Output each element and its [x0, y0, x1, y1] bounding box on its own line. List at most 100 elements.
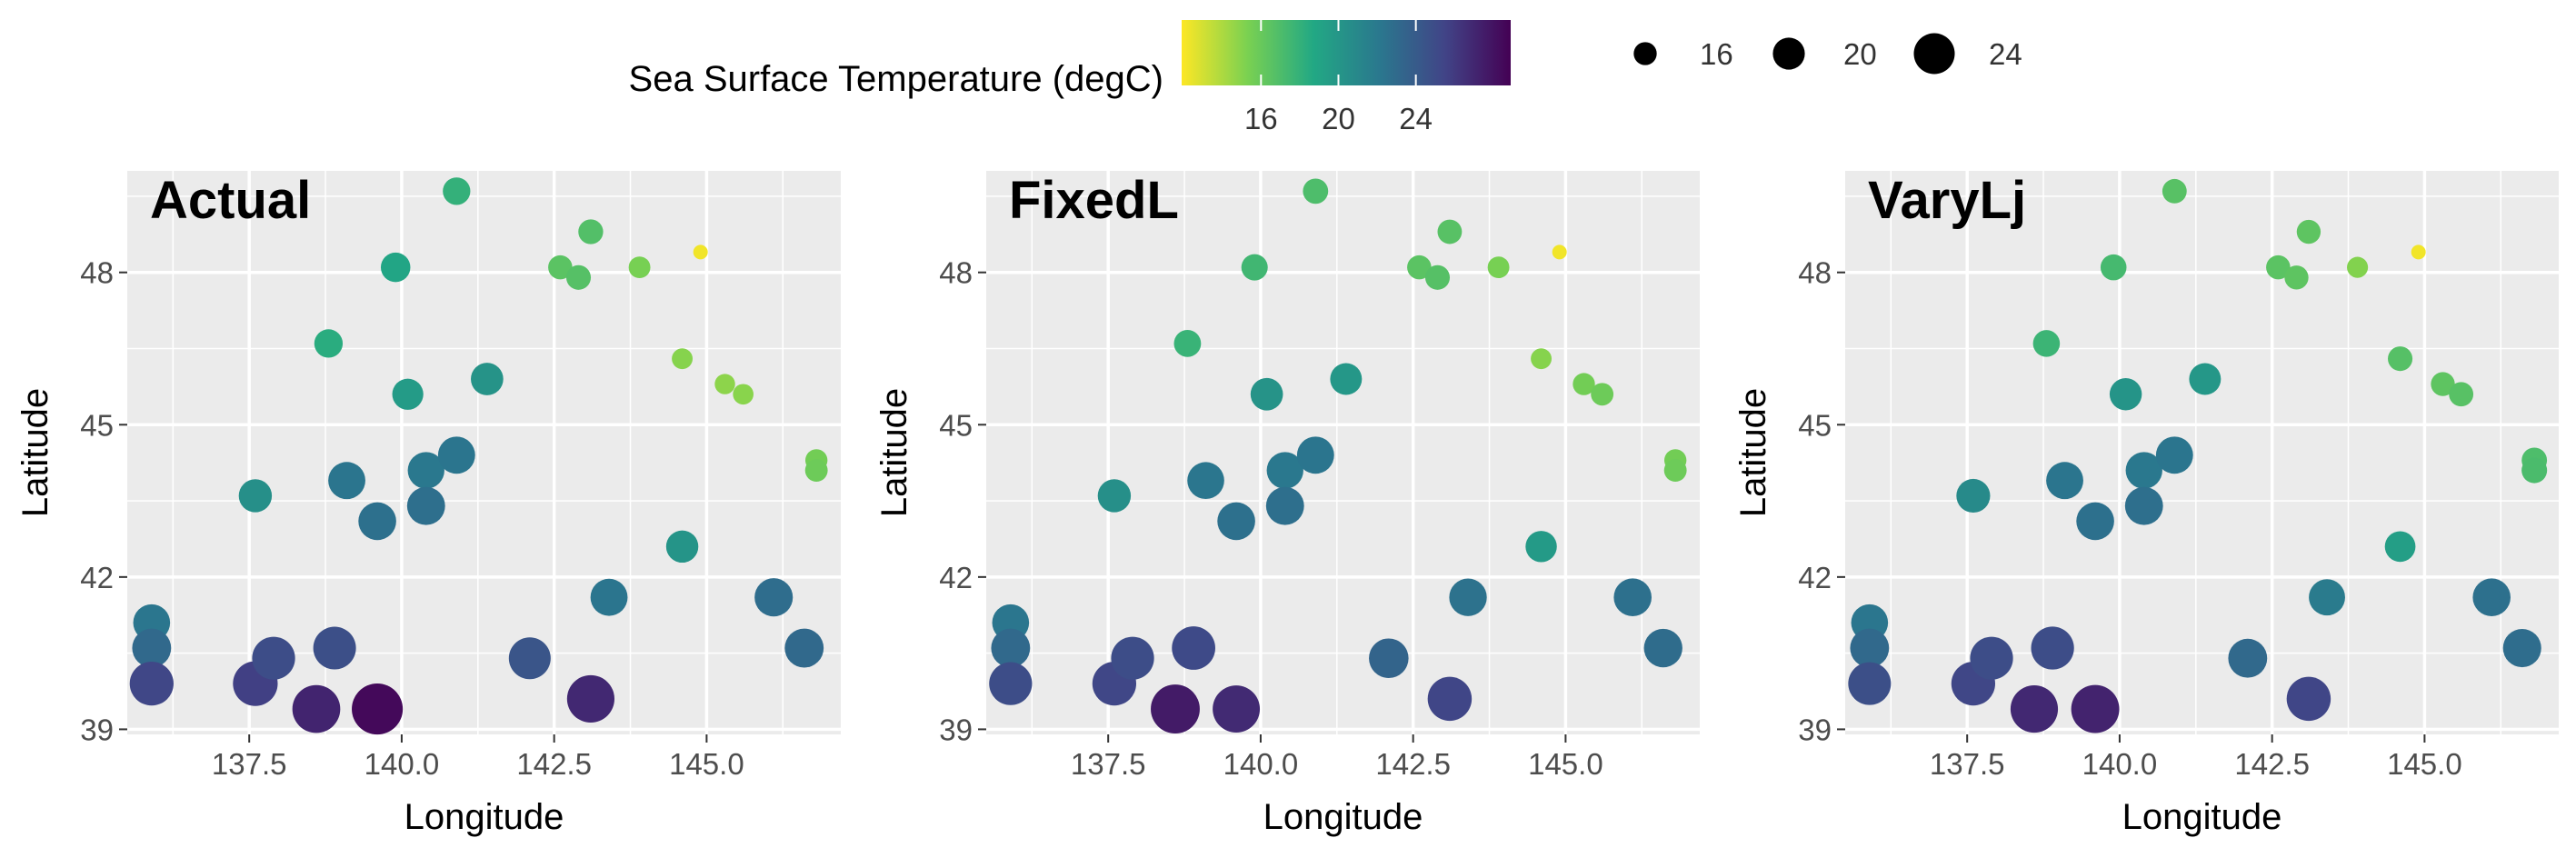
data-point — [2046, 462, 2083, 500]
data-point — [1427, 676, 1473, 722]
data-point — [2124, 486, 2163, 525]
y-tick-label: 48 — [1798, 256, 1832, 290]
data-point — [2100, 254, 2127, 281]
panel-title: FixedL — [1009, 171, 1179, 230]
x-tick-label: 137.5 — [1930, 747, 2005, 781]
size-legend-key — [1633, 42, 1657, 65]
data-point — [2449, 382, 2474, 407]
data-point — [566, 674, 614, 723]
data-point — [1613, 578, 1652, 616]
data-point — [804, 459, 828, 482]
y-tick-label: 45 — [1798, 408, 1832, 442]
data-point — [407, 452, 444, 489]
data-point — [2284, 265, 2309, 290]
data-point — [2286, 676, 2331, 722]
x-tick-label: 142.5 — [1375, 747, 1451, 781]
data-point — [2031, 626, 2074, 670]
panel-title: Actual — [150, 171, 311, 230]
data-point — [1525, 531, 1557, 563]
data-point — [1330, 363, 1363, 395]
y-tick-label: 45 — [80, 408, 114, 442]
data-point — [292, 684, 341, 733]
data-point — [132, 628, 172, 668]
data-point — [754, 578, 794, 617]
data-point — [1172, 626, 1215, 670]
size-legend-label: 20 — [1843, 37, 1877, 71]
data-point — [693, 244, 708, 260]
data-point — [2109, 378, 2142, 411]
x-tick-label: 140.0 — [2082, 747, 2158, 781]
data-point — [2162, 178, 2187, 204]
y-axis-title: Latitude — [1733, 388, 1773, 517]
data-point — [1407, 254, 1432, 280]
data-point — [2296, 219, 2321, 244]
data-point — [1531, 348, 1552, 370]
data-point — [578, 219, 604, 244]
colorbar-tick-label: 16 — [1244, 102, 1278, 135]
x-tick-label: 137.5 — [1071, 747, 1146, 781]
x-tick-label: 140.0 — [1223, 747, 1299, 781]
data-point — [733, 384, 754, 405]
panel-background — [127, 171, 841, 734]
data-point — [548, 254, 573, 280]
x-axis-title: Longitude — [1263, 797, 1423, 837]
data-point — [1173, 330, 1202, 357]
data-point — [1552, 244, 1567, 260]
data-point — [665, 530, 699, 564]
data-point — [1437, 219, 1463, 244]
data-point — [1850, 628, 1890, 668]
y-tick-label: 45 — [939, 408, 973, 442]
y-axis-title: Latitude — [874, 388, 914, 517]
data-point — [1303, 178, 1329, 205]
panel-fixedl: 137.5 140.0 142.5 145.0 39 42 45 48 Longitude Lat… — [874, 171, 1700, 837]
data-point — [2472, 578, 2511, 616]
data-point — [1241, 254, 1268, 281]
y-axis-title: Latitude — [15, 388, 55, 517]
data-point — [1970, 636, 2013, 680]
data-point — [1097, 479, 1132, 513]
data-point — [238, 479, 273, 513]
data-point — [2189, 363, 2222, 395]
y-tick-label: 42 — [939, 561, 973, 594]
data-point — [989, 662, 1033, 705]
data-point — [2125, 452, 2162, 489]
panel-background — [986, 171, 1700, 734]
data-point — [352, 683, 404, 735]
data-point — [2431, 372, 2455, 396]
y-tick-label: 48 — [939, 256, 973, 290]
size-legend: 16 20 24 — [1633, 33, 2022, 75]
data-point — [714, 374, 735, 394]
y-tick-label: 48 — [80, 256, 114, 290]
y-tick-label: 39 — [1798, 713, 1832, 746]
x-tick-label: 142.5 — [2234, 747, 2310, 781]
data-point — [2032, 330, 2061, 357]
data-point — [437, 436, 475, 474]
data-point — [2347, 256, 2369, 278]
x-tick-label: 140.0 — [364, 747, 440, 781]
y-tick-label: 42 — [80, 561, 114, 594]
data-point — [380, 252, 411, 283]
data-point — [628, 256, 651, 279]
data-point — [1250, 377, 1283, 411]
colorbar-tick-label: 24 — [1399, 102, 1433, 135]
data-point — [2309, 579, 2345, 616]
data-point — [1187, 462, 1224, 500]
size-legend-label: 16 — [1700, 37, 1733, 71]
data-point — [2071, 684, 2120, 733]
colorbar-ticks: 16 20 24 — [1244, 20, 1433, 135]
x-tick-label: 137.5 — [212, 747, 287, 781]
data-point — [2388, 346, 2413, 372]
panel-title: VaryLj — [1868, 171, 2026, 230]
data-point — [314, 329, 344, 358]
data-point — [2502, 629, 2541, 668]
data-point — [1296, 436, 1334, 474]
data-point — [1591, 383, 1614, 406]
data-point — [1449, 578, 1487, 616]
data-point — [1663, 459, 1687, 482]
data-point — [2521, 457, 2548, 484]
data-point — [508, 637, 551, 680]
data-point — [991, 628, 1031, 668]
y-tick-label: 39 — [939, 713, 973, 746]
panel-varylj: 137.5 140.0 142.5 145.0 39 42 45 48 Longitude Lat… — [1733, 171, 2559, 837]
data-point — [1217, 502, 1255, 541]
